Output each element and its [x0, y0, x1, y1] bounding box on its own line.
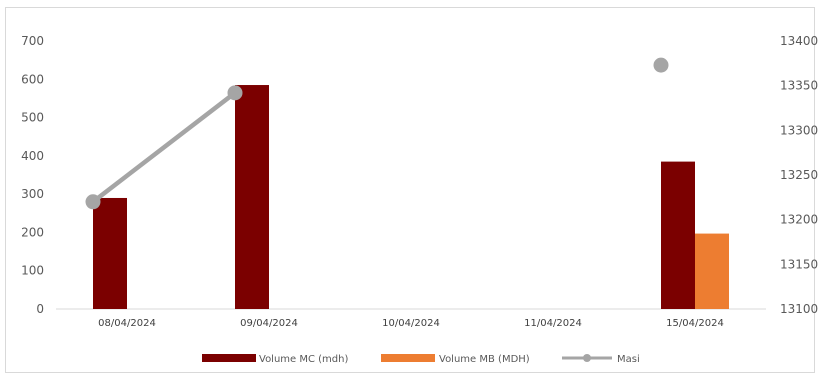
legend-label: Volume MB (MDH) — [439, 354, 530, 365]
y-right-tick-label: 13200 — [780, 213, 818, 227]
y-right-tick-label: 13350 — [780, 79, 818, 93]
legend-swatch — [381, 354, 435, 362]
legend-label: Masi — [617, 354, 640, 365]
axes-layer: 0 100 200 300 400 500 600 700 13100 13150 13200 132… — [21, 34, 818, 329]
x-tick-label: 09/04/2024 — [240, 318, 298, 329]
legend: Volume MC (mdh) Volume MB (MDH) Masi — [202, 354, 640, 365]
x-tick-label: 11/04/2024 — [524, 318, 582, 329]
line-point — [653, 57, 669, 73]
legend-swatch — [202, 354, 256, 362]
y-left-tick-label: 700 — [21, 34, 44, 48]
bar — [695, 233, 729, 309]
legend-marker — [583, 354, 591, 362]
bar — [661, 161, 695, 309]
legend-label: Volume MC (mdh) — [259, 354, 348, 365]
bars-layer — [93, 85, 729, 310]
y-left-tick-label: 200 — [21, 225, 44, 239]
bar — [235, 85, 269, 310]
x-tick-label: 15/04/2024 — [666, 318, 724, 329]
bar — [93, 197, 127, 309]
y-left-tick-label: 400 — [21, 149, 44, 163]
line-point — [227, 85, 243, 101]
series-line-segment — [90, 90, 238, 205]
line-point — [85, 194, 101, 210]
x-tick-label: 08/04/2024 — [98, 318, 156, 329]
y-left-tick-label: 300 — [21, 187, 44, 201]
y-left-tick-label: 500 — [21, 111, 44, 125]
y-right-tick-label: 13100 — [780, 302, 818, 316]
y-right-tick-label: 13300 — [780, 123, 818, 137]
y-left-tick-label: 600 — [21, 72, 44, 86]
y-right-tick-label: 13250 — [780, 168, 818, 182]
y-left-tick-label: 100 — [21, 264, 44, 278]
y-right-tick-label: 13150 — [780, 257, 818, 271]
line-layer — [85, 57, 669, 210]
y-left-tick-label: 0 — [36, 302, 44, 316]
x-tick-label: 10/04/2024 — [382, 318, 440, 329]
y-right-tick-label: 13400 — [780, 34, 818, 48]
